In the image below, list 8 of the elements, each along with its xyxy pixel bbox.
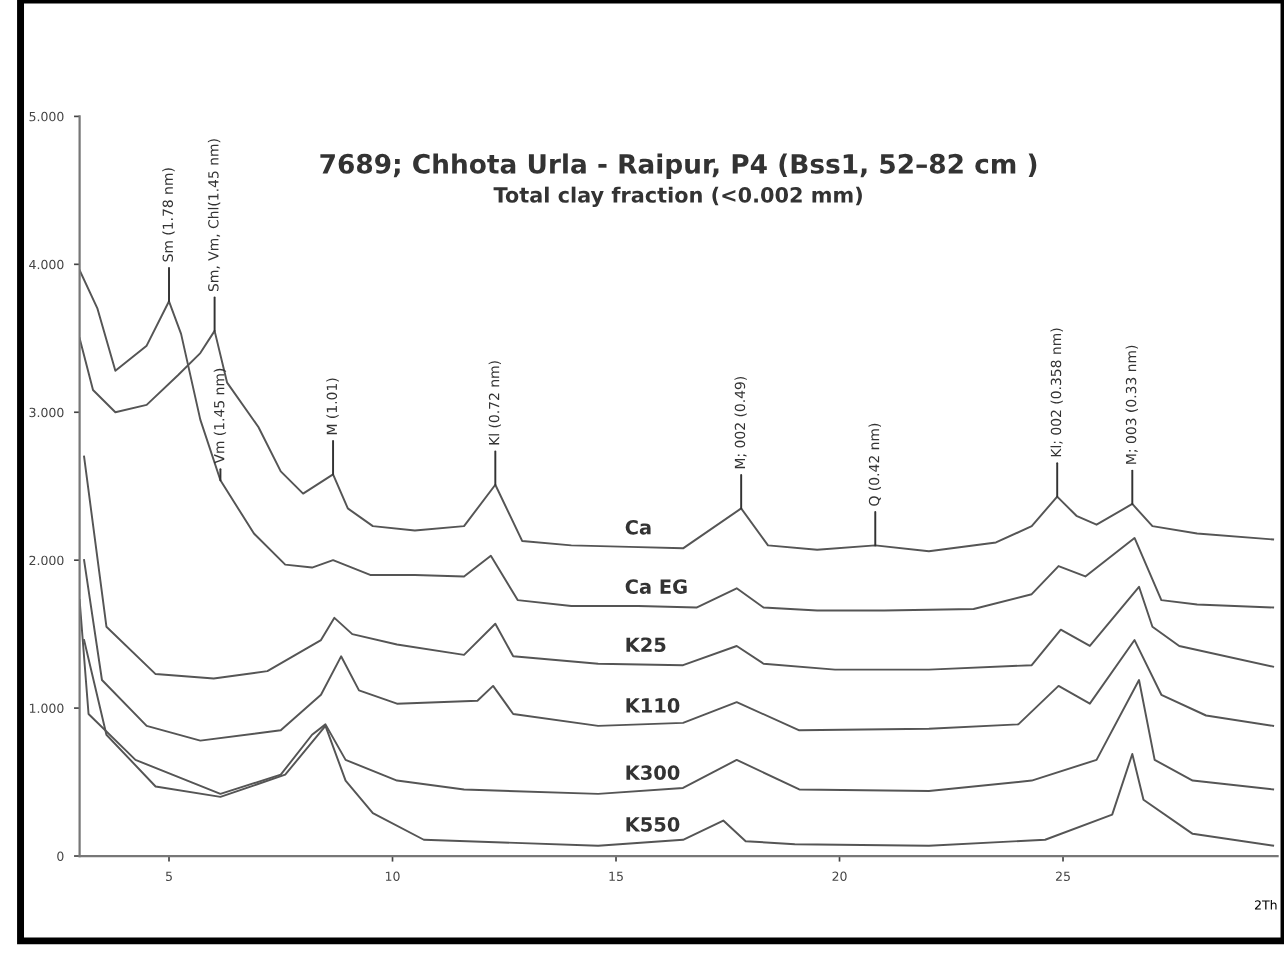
series-label: Ca EG (625, 579, 687, 594)
series-label: K25 (626, 637, 666, 653)
text: 7689; Chhota Urla - Raipur, P4 (Bss1, 52–82 cm ) (320, 153, 1037, 179)
series-label: K110 (626, 698, 680, 713)
series-label: Ca (625, 519, 651, 535)
series-label: K550 (626, 817, 680, 832)
series-label: K300 (626, 765, 680, 780)
text: Total clay fraction (<0.002 mm) (493, 186, 862, 207)
